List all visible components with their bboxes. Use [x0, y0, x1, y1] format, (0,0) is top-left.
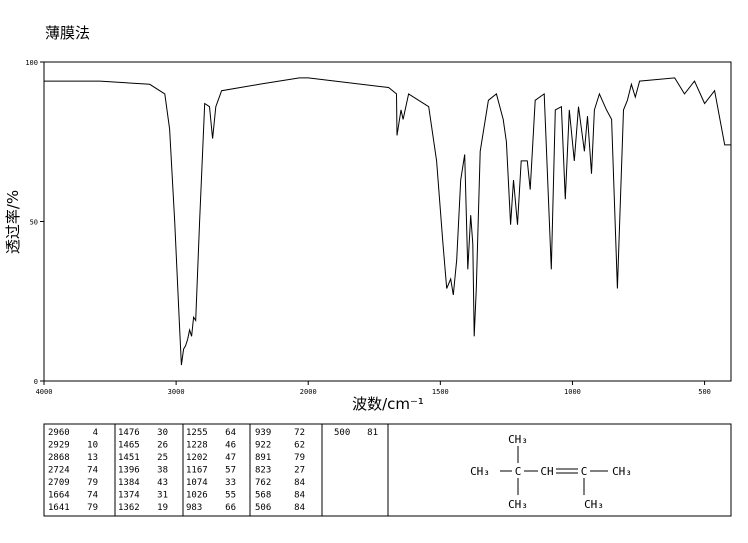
x-tick-label: 500	[698, 388, 711, 396]
structure-atom: C	[581, 465, 588, 478]
peak-wavenumber: 1167	[186, 466, 208, 476]
peak-transmittance: 33	[225, 478, 236, 488]
peak-transmittance: 84	[294, 478, 305, 488]
y-tick-label: 100	[25, 59, 38, 67]
peak-transmittance: 79	[294, 453, 305, 463]
peak-transmittance: 84	[294, 503, 305, 513]
x-tick-label: 1000	[564, 388, 581, 396]
x-tick-label: 4000	[36, 388, 53, 396]
structure-atom: C	[515, 465, 522, 478]
peak-transmittance: 84	[294, 491, 305, 501]
peak-transmittance: 26	[157, 441, 168, 451]
peak-transmittance: 10	[87, 441, 98, 451]
y-tick-label: 0	[34, 378, 38, 386]
peak-transmittance: 19	[157, 503, 168, 513]
peak-transmittance: 43	[157, 478, 168, 488]
peak-wavenumber: 2709	[48, 478, 70, 488]
structure-atom: CH₃	[508, 433, 528, 446]
y-axis-label: 透过率/%	[4, 190, 22, 254]
peak-wavenumber: 568	[255, 491, 271, 501]
peak-wavenumber: 939	[255, 428, 271, 438]
peak-transmittance: 13	[87, 453, 98, 463]
peak-wavenumber: 1074	[186, 478, 208, 488]
peak-wavenumber: 1476	[118, 428, 140, 438]
x-tick-label: 3000	[168, 388, 185, 396]
peak-wavenumber: 891	[255, 453, 271, 463]
peak-wavenumber: 1396	[118, 466, 140, 476]
peak-transmittance: 25	[157, 453, 168, 463]
peak-wavenumber: 1451	[118, 453, 140, 463]
peak-transmittance: 55	[225, 491, 236, 501]
peak-wavenumber: 983	[186, 503, 202, 513]
plot-frame	[43, 61, 732, 382]
structure-atom: CH₃	[584, 498, 604, 511]
peak-wavenumber: 1255	[186, 428, 208, 438]
peak-transmittance: 74	[87, 466, 98, 476]
peak-transmittance: 74	[87, 491, 98, 501]
peak-transmittance: 38	[157, 466, 168, 476]
chart-title: 薄膜法	[45, 24, 90, 42]
spectrum-line	[44, 77, 731, 366]
peak-wavenumber: 922	[255, 441, 271, 451]
peak-transmittance: 66	[225, 503, 236, 513]
peak-transmittance: 64	[225, 428, 236, 438]
peak-wavenumber: 1026	[186, 491, 208, 501]
structure-atom: CH₃	[612, 465, 632, 478]
peak-wavenumber: 1362	[118, 503, 140, 513]
peak-wavenumber: 1465	[118, 441, 140, 451]
peak-transmittance: 46	[225, 441, 236, 451]
peak-wavenumber: 762	[255, 478, 271, 488]
peak-transmittance: 79	[87, 478, 98, 488]
x-tick-label: 1500	[432, 388, 449, 396]
peak-transmittance: 79	[87, 503, 98, 513]
peak-wavenumber: 500	[334, 428, 350, 438]
structure-atom: CH₃	[470, 465, 490, 478]
peak-wavenumber: 2960	[48, 428, 70, 438]
peak-wavenumber: 823	[255, 466, 271, 476]
structure-atom: CH₃	[508, 498, 528, 511]
peak-wavenumber: 2724	[48, 466, 70, 476]
peak-transmittance: 30	[157, 428, 168, 438]
peak-transmittance: 31	[157, 491, 168, 501]
x-axis-label: 波数/cm⁻¹	[352, 395, 424, 413]
peak-transmittance: 27	[294, 466, 305, 476]
peak-wavenumber: 1384	[118, 478, 140, 488]
peak-wavenumber: 1374	[118, 491, 140, 501]
y-tick-label: 50	[30, 219, 38, 227]
peak-transmittance: 47	[225, 453, 236, 463]
structure-atom: CH	[540, 465, 553, 478]
x-tick-label: 2000	[300, 388, 317, 396]
peak-wavenumber: 1664	[48, 491, 70, 501]
peak-transmittance: 4	[93, 428, 98, 438]
peak-wavenumber: 1202	[186, 453, 208, 463]
peak-transmittance: 62	[294, 441, 305, 451]
peak-transmittance: 81	[367, 428, 378, 438]
peak-wavenumber: 2868	[48, 453, 70, 463]
table-dividers	[114, 424, 389, 516]
peak-wavenumber: 2929	[48, 441, 70, 451]
peak-wavenumber: 506	[255, 503, 271, 513]
peak-wavenumber: 1641	[48, 503, 70, 513]
peak-transmittance: 57	[225, 466, 236, 476]
peak-transmittance: 72	[294, 428, 305, 438]
peak-wavenumber: 1228	[186, 441, 208, 451]
structure-bonds	[500, 446, 608, 495]
